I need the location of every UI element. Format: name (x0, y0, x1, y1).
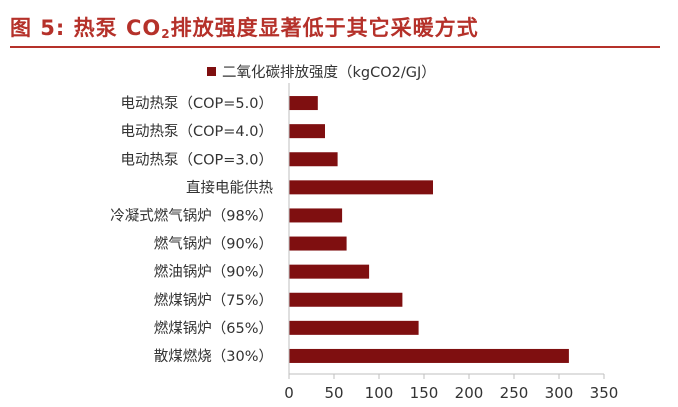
category-label: 冷凝式燃气锅炉（98%） (110, 206, 273, 224)
x-tick-label: 200 (455, 384, 484, 402)
category-label: 燃煤锅炉（75%） (154, 291, 273, 309)
title-divider (10, 46, 660, 48)
figure-title: 图 5: 热泵 CO2排放强度显著低于其它采暖方式 (10, 12, 479, 42)
x-tick-label: 300 (545, 384, 574, 402)
title-text-pre: 热泵 CO (73, 16, 162, 40)
category-label: 电动热泵（COP=4.0） (121, 123, 274, 140)
category-label: 直接电能供热 (186, 179, 273, 196)
bar (289, 236, 347, 251)
bar (289, 264, 370, 279)
category-label: 燃气锅炉（90%） (154, 235, 273, 253)
x-tick-label: 250 (500, 384, 529, 402)
legend: 二氧化碳排放强度（kgCO2/GJ） (207, 64, 436, 81)
category-label: 散煤燃烧（30%） (154, 347, 273, 365)
category-labels: 电动热泵（COP=5.0） 电动热泵（COP=4.0） 电动热泵（COP=3.0） 直… (110, 95, 273, 365)
bar (289, 348, 569, 363)
title-text-post: 排放强度显著低于其它采暖方式 (170, 16, 479, 40)
bar (289, 320, 419, 335)
x-tick-label: 150 (410, 384, 439, 402)
bar (289, 292, 403, 307)
title-subscript: 2 (161, 27, 171, 41)
legend-label: 二氧化碳排放强度（kgCO2/GJ） (222, 64, 436, 81)
category-label: 燃油锅炉（90%） (154, 263, 273, 281)
bar (289, 124, 325, 139)
bars-group (289, 96, 569, 363)
x-axis: 0 50 100 150 200 250 300 350 (284, 83, 618, 402)
category-label: 电动热泵（COP=5.0） (121, 95, 274, 112)
bar (289, 152, 338, 167)
figure-label: 图 5: (10, 16, 66, 40)
x-tick-label: 0 (284, 384, 294, 402)
bar (289, 208, 343, 223)
legend-swatch (207, 67, 216, 76)
category-label: 电动热泵（COP=3.0） (121, 151, 274, 168)
bar (289, 180, 433, 195)
x-tick-label: 50 (324, 384, 343, 402)
x-tick-label: 100 (365, 384, 394, 402)
x-tick-label: 350 (590, 384, 619, 402)
category-label: 燃煤锅炉（65%） (154, 319, 273, 337)
bar (289, 96, 318, 111)
